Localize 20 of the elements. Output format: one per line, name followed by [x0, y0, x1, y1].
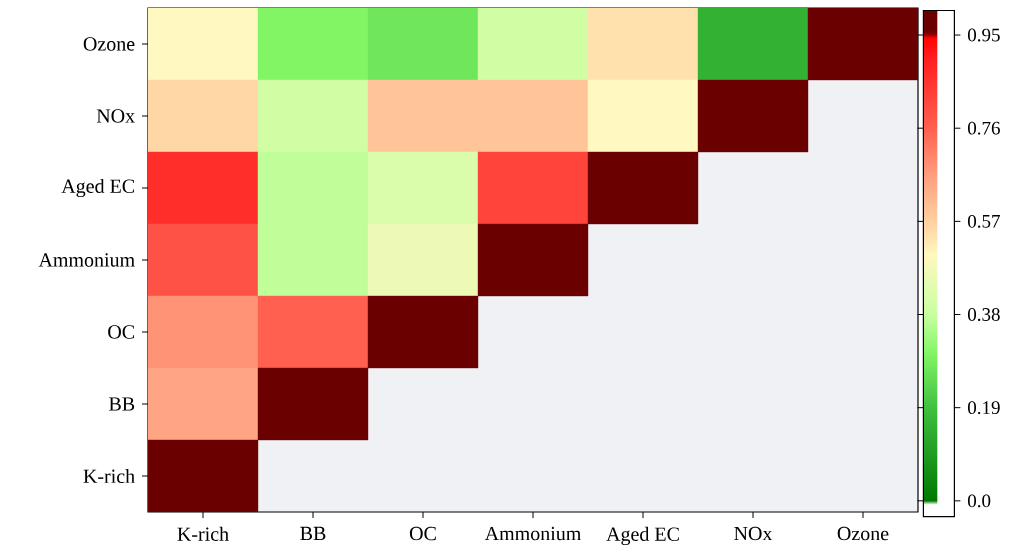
- x-tick-label: K-rich: [177, 526, 229, 541]
- y-tick-label: Ammonium: [38, 253, 135, 267]
- x-tick-label: BB: [300, 526, 326, 541]
- color-bar-label: 0.57: [967, 214, 1000, 228]
- color-bar-label: 0.76: [967, 121, 1000, 135]
- x-tick-label: Aged EC: [606, 526, 679, 546]
- x-tick-label: NOx: [734, 526, 773, 541]
- y-tick-label: BB: [109, 397, 135, 411]
- y-tick-label: OC: [108, 325, 135, 339]
- color-bar-label: 0.38: [967, 308, 1000, 321]
- y-tick-label: Ozone: [83, 37, 135, 51]
- y-tick-label: NOx: [96, 109, 135, 123]
- y-tick-label: K-rich: [83, 468, 135, 484]
- color-bar-label: 0.95: [967, 28, 1000, 42]
- color-bar-label: 0.0: [967, 494, 991, 508]
- color-bar-label: 0.19: [967, 401, 1000, 415]
- x-tick-label: OC: [409, 526, 436, 541]
- x-tick-label: Ammonium: [484, 526, 582, 541]
- x-tick-label: Ozone: [837, 526, 889, 541]
- y-tick-label: Aged EC: [61, 178, 135, 198]
